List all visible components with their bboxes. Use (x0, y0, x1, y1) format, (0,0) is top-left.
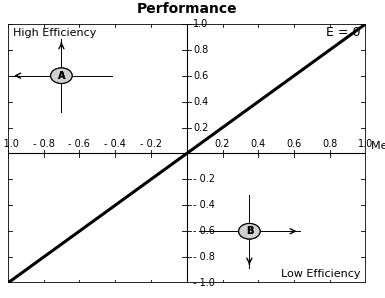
Text: 0.2: 0.2 (215, 139, 230, 149)
Text: - 1.0: - 1.0 (193, 278, 215, 288)
Circle shape (239, 224, 260, 239)
Circle shape (51, 68, 72, 83)
Text: A: A (58, 71, 65, 81)
Text: 0.4: 0.4 (193, 97, 208, 107)
Text: - 0.2: - 0.2 (140, 139, 162, 149)
Text: 0.2: 0.2 (193, 122, 208, 133)
Text: High Efficiency: High Efficiency (13, 28, 97, 38)
Text: - 0.8: - 0.8 (33, 139, 54, 149)
Text: 0.6: 0.6 (286, 139, 302, 149)
Text: - 0.8: - 0.8 (193, 252, 215, 262)
Text: Performance: Performance (136, 2, 237, 16)
Text: 0.4: 0.4 (251, 139, 266, 149)
Text: - 0.6: - 0.6 (193, 226, 215, 236)
Text: 1.0: 1.0 (193, 19, 208, 29)
Text: - 1.0: - 1.0 (0, 139, 18, 149)
Text: 1.0: 1.0 (358, 139, 373, 149)
Circle shape (239, 224, 260, 239)
Text: Low Efficiency: Low Efficiency (281, 269, 360, 279)
Text: - 0.4: - 0.4 (104, 139, 126, 149)
Text: A: A (58, 71, 65, 81)
Text: B: B (246, 226, 253, 236)
Circle shape (51, 68, 72, 83)
Text: - 0.6: - 0.6 (69, 139, 90, 149)
Text: B: B (246, 226, 253, 236)
Text: 0.8: 0.8 (322, 139, 338, 149)
Text: Mental Effort: Mental Effort (371, 141, 385, 151)
Text: - 0.4: - 0.4 (193, 200, 215, 210)
Text: E = 0: E = 0 (326, 27, 361, 39)
Text: 0.8: 0.8 (193, 45, 208, 55)
Text: 0.6: 0.6 (193, 71, 208, 81)
Text: - 0.2: - 0.2 (193, 174, 215, 184)
